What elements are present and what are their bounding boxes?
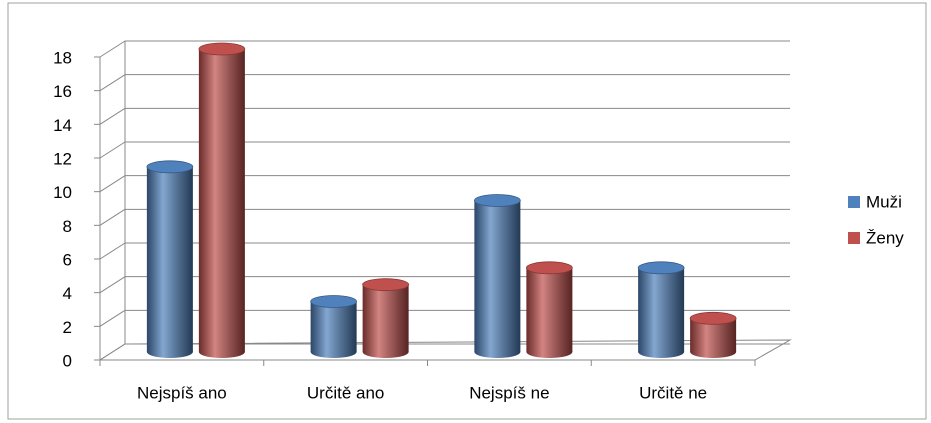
bar	[310, 295, 358, 358]
bar-body	[526, 267, 573, 352]
y-tick-label: 12	[53, 149, 72, 168]
y-tick-label: 18	[53, 48, 72, 67]
chart-frame	[7, 2, 927, 420]
x-tick-label: Určitě ne	[639, 383, 707, 402]
bar-body	[146, 166, 193, 352]
bar-top	[362, 278, 410, 292]
grid-line-side	[99, 107, 126, 125]
bar-body	[474, 200, 521, 352]
bar-top	[473, 194, 521, 207]
bar-body	[362, 284, 409, 352]
legend-swatch	[848, 196, 860, 208]
y-tick-label: 4	[63, 284, 72, 303]
grid-line-side	[99, 175, 126, 193]
grid-line-side	[99, 40, 126, 58]
bar-top	[310, 295, 358, 308]
grid-line-side	[99, 309, 126, 327]
y-tick-label: 10	[53, 183, 72, 202]
grid-line-side	[99, 74, 126, 92]
legend-label: Ženy	[866, 228, 904, 247]
grid-line-side	[99, 343, 126, 361]
bar-body	[198, 49, 245, 352]
bar-body	[310, 301, 357, 352]
x-tick-label: Určitě ano	[307, 383, 384, 402]
bar-top	[198, 42, 246, 56]
y-tick-label: 8	[63, 217, 72, 236]
x-tick-label: Nejspíš ano	[137, 383, 227, 402]
bar-top	[689, 311, 737, 325]
bar	[637, 261, 685, 358]
legend-swatch	[848, 232, 860, 244]
y-tick-label: 14	[53, 116, 72, 135]
bar	[525, 261, 573, 358]
grid-line-side	[99, 208, 126, 226]
bar	[198, 42, 246, 358]
legend-label: Muži	[866, 192, 902, 211]
y-tick-label: 16	[53, 82, 72, 101]
bar-top	[146, 160, 194, 174]
y-tick-label: 6	[63, 250, 72, 269]
bar-top	[525, 261, 573, 275]
bar	[689, 311, 737, 358]
bar	[146, 160, 194, 358]
grid-line-side	[99, 242, 126, 260]
x-tick-label: Nejspíš ne	[469, 383, 549, 402]
bar-top	[637, 261, 685, 275]
y-tick-label: 2	[63, 318, 72, 337]
bar-body	[638, 267, 685, 352]
grid-line-side	[99, 141, 126, 159]
bar	[473, 194, 521, 358]
grid-line-side	[99, 276, 126, 294]
bar	[362, 278, 410, 358]
y-tick-label: 0	[63, 351, 72, 370]
